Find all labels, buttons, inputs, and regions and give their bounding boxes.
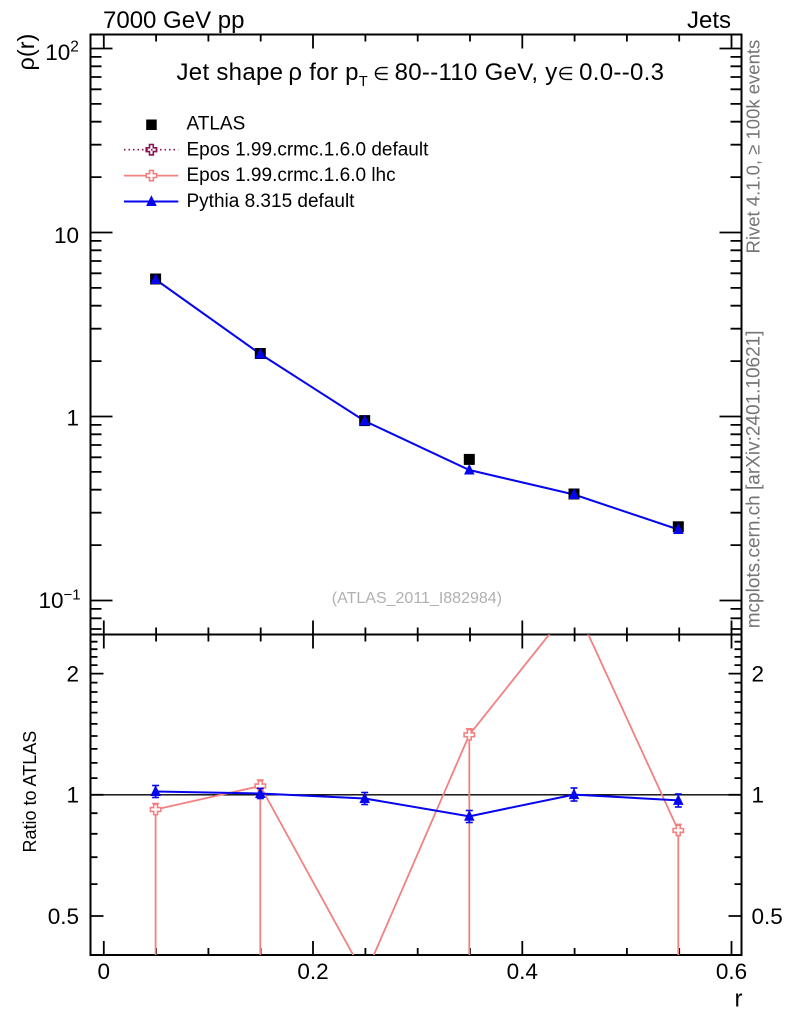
svg-text:(ATLAS_2011_I882984): (ATLAS_2011_I882984)	[332, 590, 502, 607]
svg-text:0.6: 0.6	[716, 959, 747, 984]
svg-text:Jets: Jets	[687, 7, 731, 34]
svg-text:0.5: 0.5	[752, 904, 783, 929]
svg-text:Ratio to ATLAS: Ratio to ATLAS	[20, 731, 40, 853]
svg-text:2: 2	[752, 662, 765, 687]
svg-text:10: 10	[54, 223, 79, 248]
svg-text:Jet shape ρ for pT ∈ 80--110 G: Jet shape ρ for pT ∈ 80--110 GeV, y∈ 0.0…	[177, 59, 665, 90]
svg-text:Rivet 4.1.0, ≥ 100k events: Rivet 4.1.0, ≥ 100k events	[743, 40, 764, 254]
svg-text:0.2: 0.2	[297, 959, 328, 984]
svg-text:mcplots.cern.ch [arXiv:2401.10: mcplots.cern.ch [arXiv:2401.10621]	[744, 330, 765, 628]
svg-text:Pythia 8.315 default: Pythia 8.315 default	[187, 191, 356, 212]
svg-text:0.4: 0.4	[507, 959, 538, 984]
svg-text:7000 GeV pp: 7000 GeV pp	[103, 7, 244, 34]
svg-text:2: 2	[66, 662, 79, 687]
svg-text:0.5: 0.5	[48, 904, 79, 929]
svg-text:ρ(r): ρ(r)	[13, 34, 39, 71]
svg-text:r: r	[735, 986, 743, 1013]
svg-text:Epos 1.99.crmc.1.6.0 default: Epos 1.99.crmc.1.6.0 default	[187, 139, 430, 160]
svg-text:1: 1	[66, 406, 79, 431]
svg-text:1: 1	[66, 783, 79, 808]
svg-text:1: 1	[752, 783, 765, 808]
svg-text:ATLAS: ATLAS	[187, 114, 246, 135]
svg-text:Epos 1.99.crmc.1.6.0 lhc: Epos 1.99.crmc.1.6.0 lhc	[187, 165, 396, 186]
svg-text:0: 0	[98, 959, 111, 984]
